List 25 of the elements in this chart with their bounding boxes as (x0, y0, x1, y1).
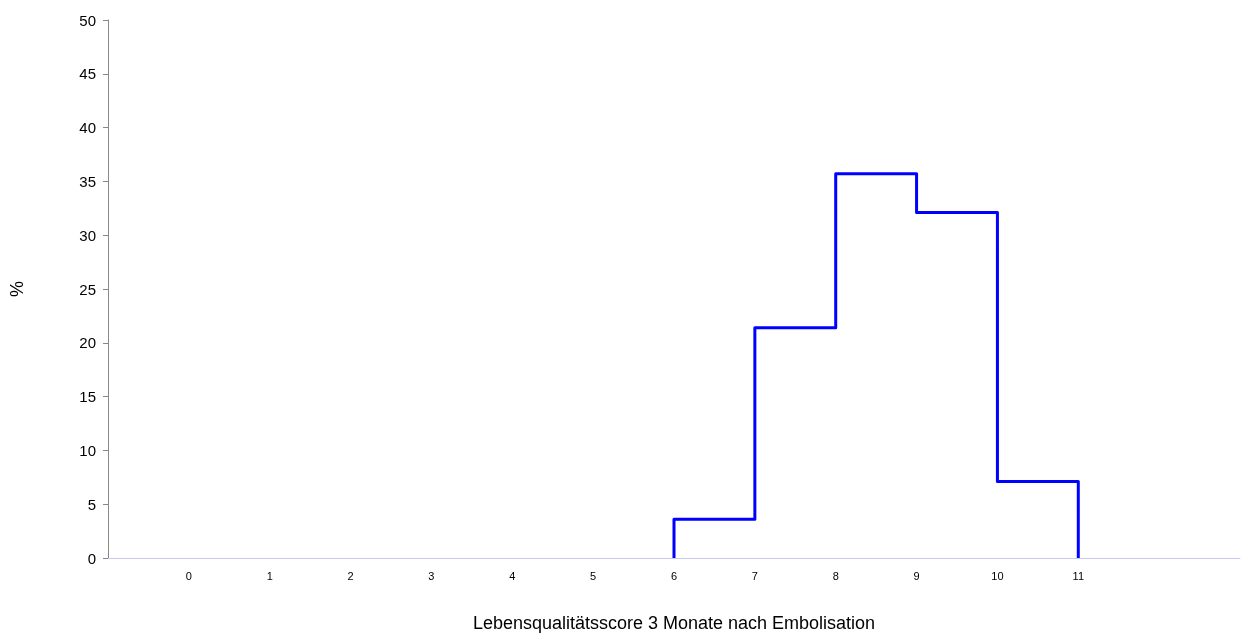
x-axis-title: Lebensqualitätsscore 3 Monate nach Embolisation (472, 613, 876, 633)
x-tick-label: 5 (590, 569, 597, 582)
x-tick-label: 3 (428, 569, 435, 582)
x-tick-label: 7 (751, 569, 758, 582)
x-tick-label: 4 (509, 569, 516, 582)
y-tick-label: 5 (87, 495, 96, 513)
x-tick-label: 9 (913, 569, 920, 582)
y-tick-label: 45 (79, 65, 96, 83)
x-tick-label: 1 (266, 569, 273, 582)
y-tick-label: 0 (87, 549, 96, 567)
y-tick-label: 50 (79, 11, 96, 29)
y-axis-title: % (7, 280, 27, 298)
y-tick-label: 25 (79, 280, 96, 298)
y-tick-label: 35 (79, 172, 96, 190)
y-tick-label: 10 (79, 441, 96, 459)
x-tick-label: 0 (185, 569, 192, 582)
x-tick-label: 10 (991, 569, 1004, 582)
x-tick-label: 6 (670, 569, 678, 582)
y-tick-label: 20 (79, 334, 96, 352)
y-tick-label: 40 (79, 119, 96, 137)
x-tick-label: 2 (347, 569, 354, 582)
x-tick-label: 8 (832, 569, 839, 582)
y-tick-label: 15 (79, 388, 96, 406)
x-tick-label: 11 (1072, 569, 1084, 582)
y-tick-label: 30 (79, 226, 96, 244)
